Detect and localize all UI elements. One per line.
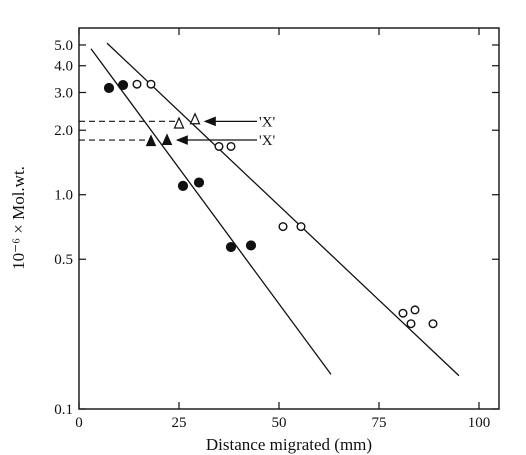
fit-line [106,42,460,377]
y-tick-label: 0.5 [54,252,73,268]
fit-line [90,48,332,375]
y-tick-label: 0.1 [54,402,73,418]
y-tick-label: 5.0 [54,38,73,54]
data-point-filled-circle [117,79,129,91]
fit-lines [90,42,460,377]
y-tick-label: 1.0 [54,188,73,204]
x-tick-label: 100 [468,415,491,431]
x-tick-label: 75 [372,415,387,431]
data-point-filled-triangle [145,134,157,147]
data-point-open-circle [226,141,236,151]
data-point-open-circle [428,319,438,329]
data-point-open-triangle [189,112,201,125]
data-point-open-circle [278,222,288,232]
data-point-open-triangle [173,116,185,129]
data-point-open-circle [398,308,408,318]
data-points [103,79,438,329]
data-point-filled-circle [225,241,237,253]
x-tick-label: 25 [172,415,187,431]
data-point-filled-circle [177,180,189,191]
data-point-open-circle [214,141,224,151]
data-point-filled-circle [245,240,257,251]
x-tick-label: 50 [272,415,287,431]
annotation-label: 'X' [259,133,276,149]
data-point-open-circle [406,319,416,329]
data-point-filled-circle [193,177,205,188]
data-point-open-circle [410,305,420,315]
y-axis-title: 10⁻⁶ × Mol.wt. [9,166,28,270]
y-tick-label: 2.0 [54,123,73,139]
data-point-open-circle [146,79,156,89]
y-tick-label: 4.0 [54,59,73,75]
x-axis-title: Distance migrated (mm) [206,435,372,454]
axes: 0 25 50 75 100 0.1 0.5 1.0 2.0 3.0 4.0 5.0 [54,28,499,431]
plot-frame [78,27,500,410]
annotations: 'X' 'X' [79,114,276,149]
data-point-filled-circle [103,82,115,94]
x-tick-label: 0 [75,415,83,431]
data-point-filled-triangle [161,133,173,146]
data-point-open-circle [296,222,306,232]
data-point-open-circle [132,79,142,89]
y-tick-label: 3.0 [54,86,73,102]
annotation-label: 'X' [259,114,276,130]
